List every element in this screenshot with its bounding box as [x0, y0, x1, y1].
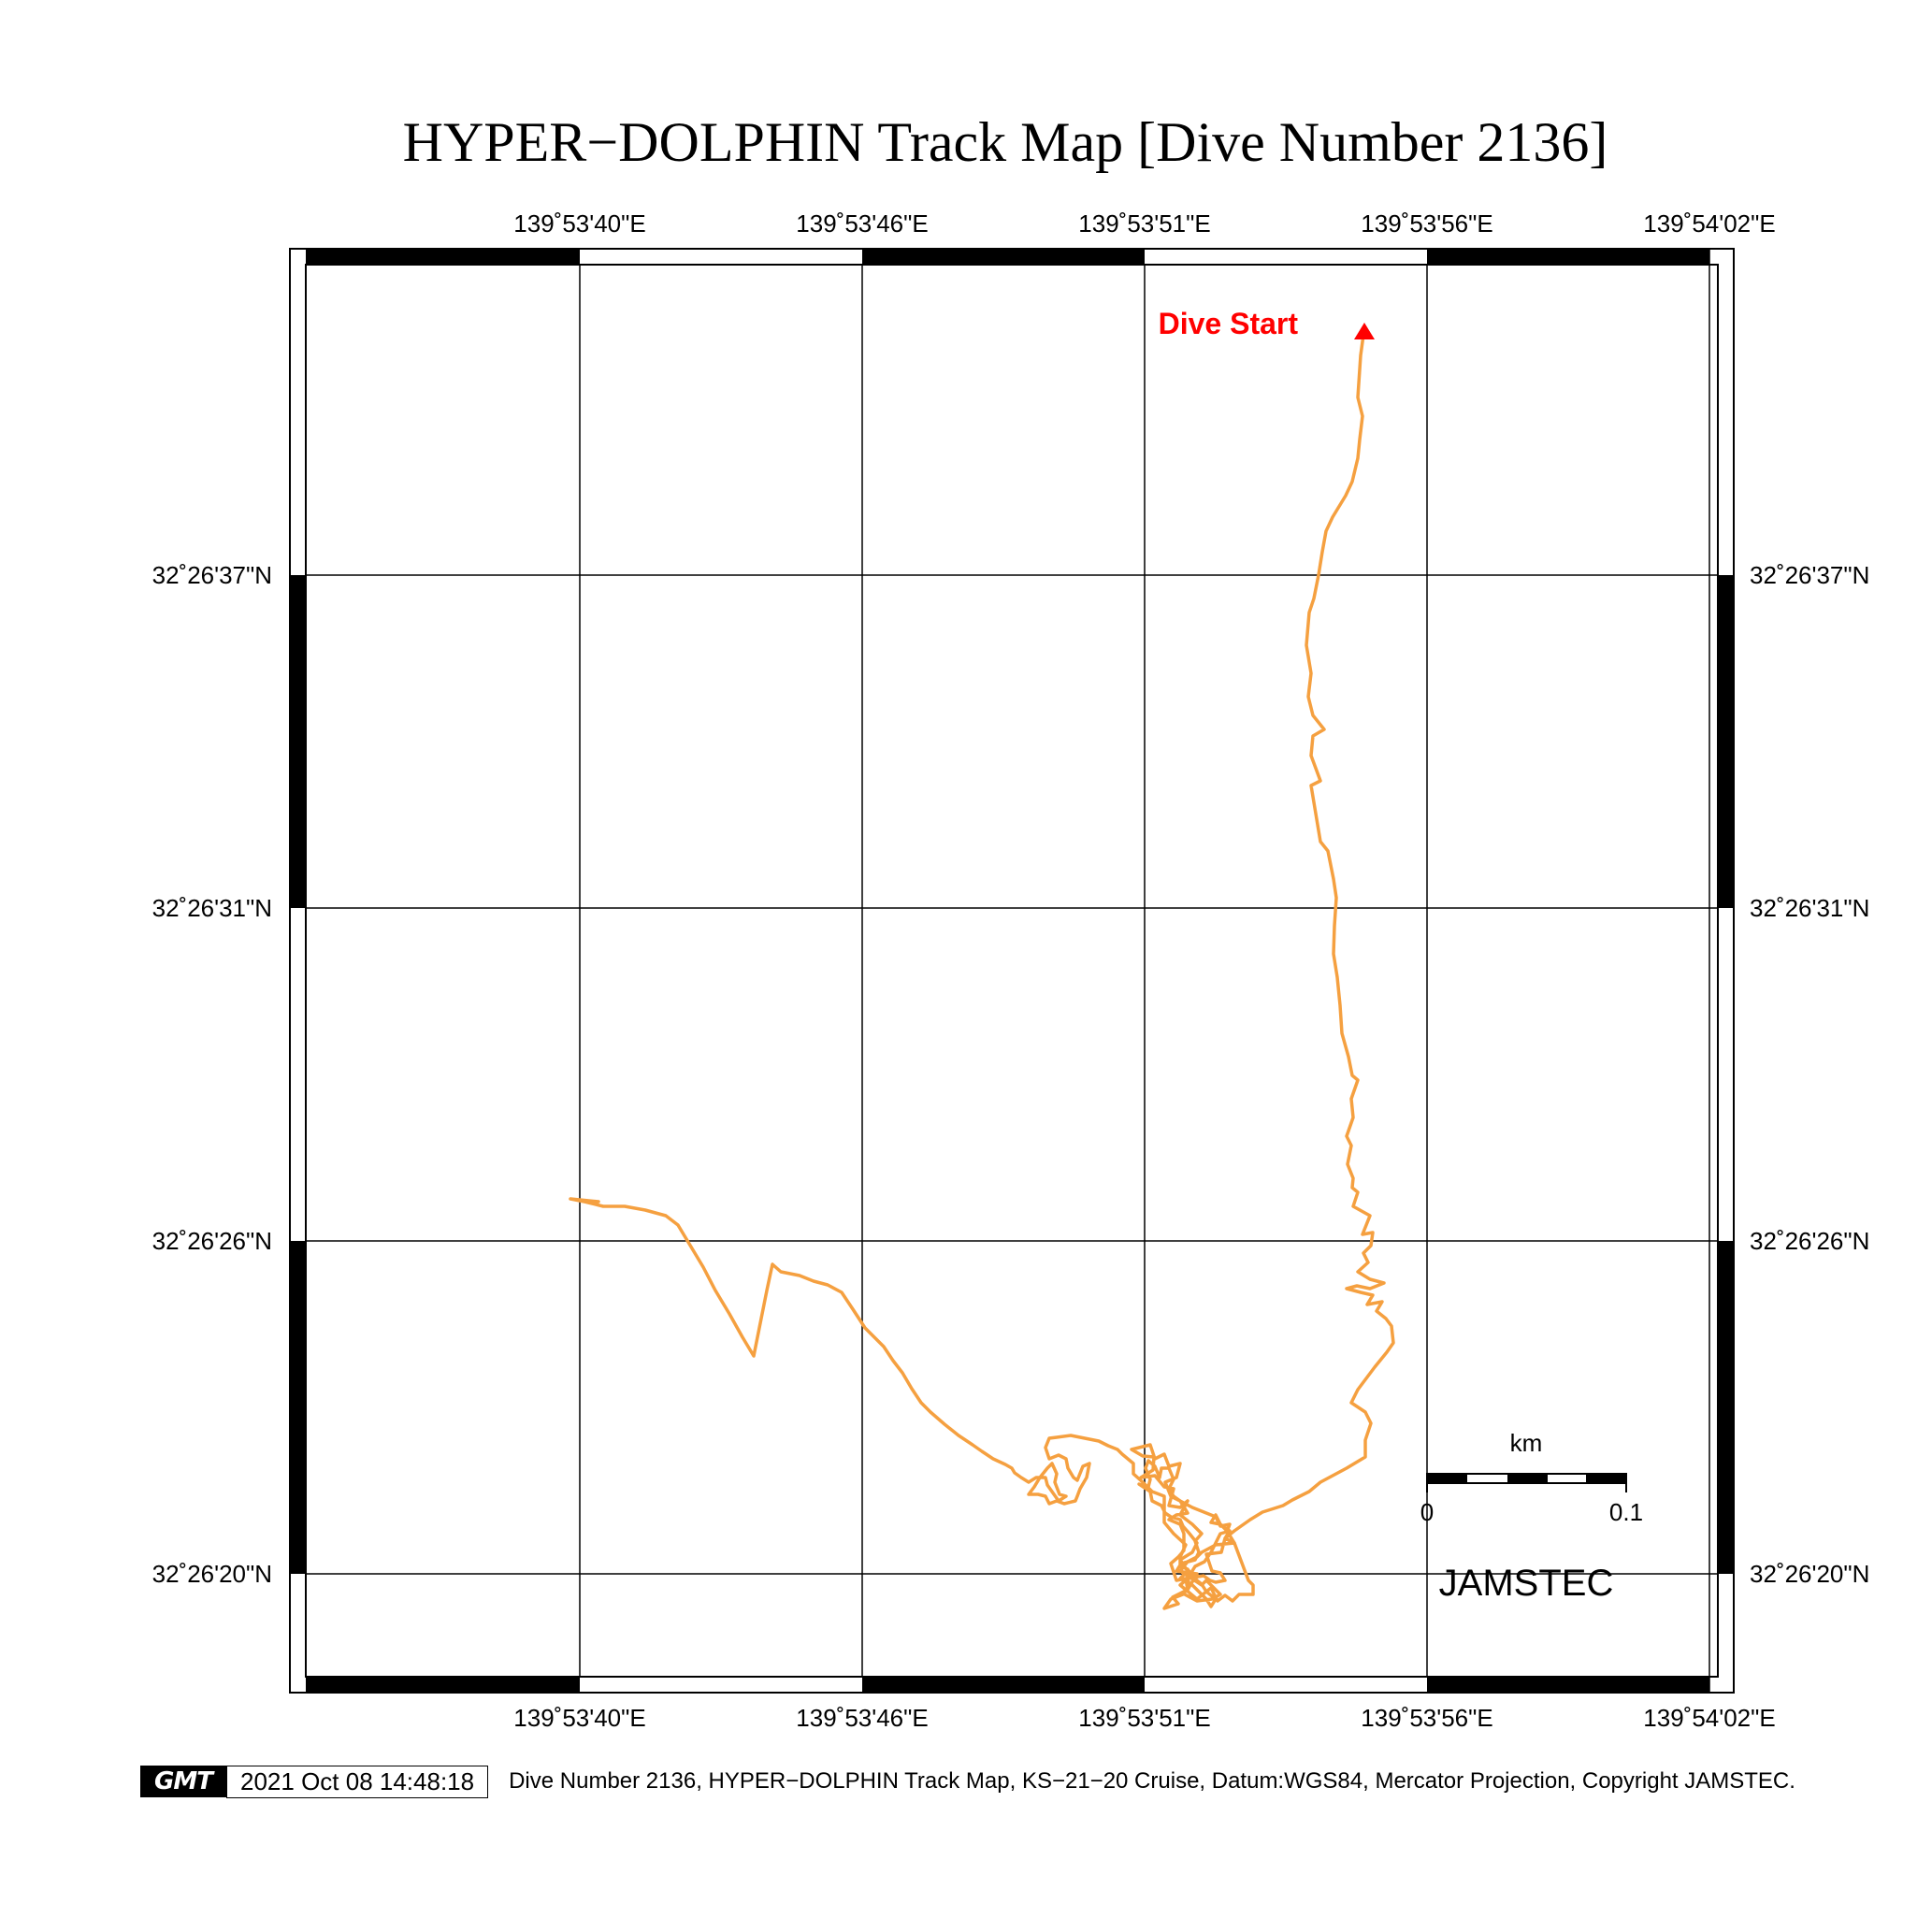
lon-tick-bottom: 139˚53'40"E [513, 1704, 645, 1732]
graticule [306, 265, 1718, 1677]
footer-caption: Dive Number 2136, HYPER−DOLPHIN Track Ma… [509, 1768, 1795, 1794]
lon-tick-bottom: 139˚53'51"E [1078, 1704, 1210, 1732]
frame-bar-bottom [306, 1677, 1709, 1693]
dive-start-label: Dive Start [1159, 307, 1299, 340]
lat-tick-left: 32˚26'31"N [152, 894, 272, 922]
lat-tick-right: 32˚26'31"N [1750, 894, 1869, 922]
lat-tick-left: 32˚26'26"N [152, 1227, 272, 1255]
lon-tick-top: 139˚53'46"E [796, 209, 928, 238]
agency-label: JAMSTEC [1439, 1563, 1614, 1604]
gmt-logo: GMT [140, 1766, 226, 1797]
frame-bar-right [1718, 575, 1734, 1574]
lon-tick-top: 139˚53'40"E [513, 209, 645, 238]
lat-tick-right: 32˚26'37"N [1750, 561, 1869, 589]
scale-bar-min: 0 [1420, 1498, 1434, 1526]
timestamp: 2021 Oct 08 14:48:18 [226, 1765, 489, 1798]
lat-tick-left: 32˚26'37"N [152, 561, 272, 589]
lon-tick-top: 139˚53'56"E [1361, 209, 1492, 238]
scale-bar-max: 0.1 [1609, 1498, 1643, 1526]
lon-tick-bottom: 139˚53'56"E [1361, 1704, 1492, 1732]
lon-tick-bottom: 139˚53'46"E [796, 1704, 928, 1732]
dive-track [569, 333, 1395, 1610]
dive-start-marker [1354, 323, 1375, 339]
lon-tick-top: 139˚54'02"E [1643, 209, 1775, 238]
footer: GMT 2021 Oct 08 14:48:18 Dive Number 213… [140, 1765, 1795, 1798]
scale-bar: km 0 0.1 [1420, 1429, 1643, 1526]
lon-tick-bottom: 139˚54'02"E [1643, 1704, 1775, 1732]
map-title: HYPER−DOLPHIN Track Map [Dive Number 213… [402, 111, 1608, 173]
lat-tick-right: 32˚26'20"N [1750, 1560, 1869, 1588]
lon-tick-top: 139˚53'51"E [1078, 209, 1210, 238]
lat-tick-right: 32˚26'26"N [1750, 1227, 1869, 1255]
scale-bar-unit: km [1510, 1429, 1543, 1457]
frame-bar-top [306, 249, 1709, 265]
lat-tick-left: 32˚26'20"N [152, 1560, 272, 1588]
map-frame-inner [305, 264, 1719, 1678]
frame-bar-left [290, 575, 306, 1574]
